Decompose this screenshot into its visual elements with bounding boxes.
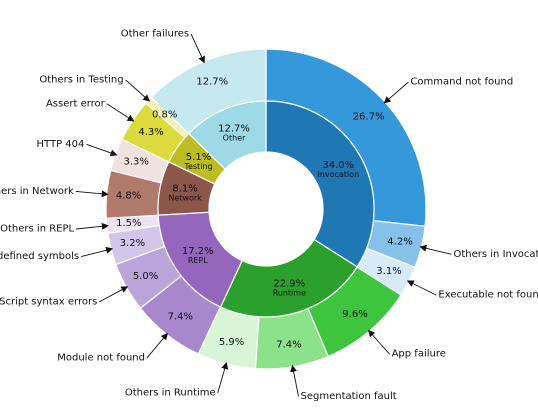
inner-pct-invocation: 34.0% — [322, 160, 354, 171]
outer-label-assert-error: Assert error — [46, 98, 106, 109]
outer-label-app-failure: App failure — [392, 349, 446, 360]
outer-label-command-not-found: Command not found — [410, 77, 513, 88]
outer-pct-others-in-testing: 0.8% — [152, 110, 177, 121]
outer-pct-others-in-runtime: 5.9% — [219, 337, 244, 348]
inner-ring — [157, 100, 375, 318]
inner-pct-runtime: 22.9% — [273, 279, 305, 290]
outer-leader-http-404 — [86, 143, 118, 157]
outer-pct-other-failures: 12.7% — [196, 76, 228, 87]
outer-label-other-failures: Other failures — [121, 29, 189, 40]
outer-leader-others-in-testing — [125, 79, 151, 102]
outer-label-http-404: HTTP 404 — [37, 139, 85, 150]
inner-slice-invocation — [265, 100, 375, 268]
outer-pct-undefined-symbols: 3.2% — [120, 238, 145, 249]
outer-pct-script-syntax-errors: 5.0% — [133, 271, 158, 282]
outer-leader-module-not-found — [146, 332, 168, 359]
outer-pct-command-not-found: 26.7% — [353, 111, 385, 122]
inner-name-runtime: Runtime — [273, 289, 306, 298]
outer-leader-assert-error — [106, 103, 135, 122]
inner-name-network: Network — [168, 193, 202, 202]
outer-pct-others-in-network: 4.8% — [116, 191, 141, 202]
outer-pct-module-not-found: 7.4% — [168, 312, 193, 323]
outer-leader-others-in-invocation — [419, 244, 452, 255]
outer-leader-undefined-symbols — [80, 246, 114, 258]
outer-label-script-syntax-errors: Script syntax errors — [0, 296, 97, 307]
outer-label-undefined-symbols: Undefined symbols — [0, 251, 79, 262]
labels: 26.7% Command not found 4.2% Others in Invo… — [0, 29, 538, 402]
outer-label-others-in-testing: Others in Testing — [39, 74, 123, 85]
outer-leader-others-in-network — [75, 190, 109, 198]
outer-pct-executable-not-found: 3.1% — [376, 266, 401, 277]
outer-pct-assert-error: 4.3% — [138, 127, 163, 138]
outer-label-others-in-repl: Others in REPL — [0, 224, 74, 235]
inner-slice-other — [187, 100, 267, 171]
outer-pct-app-failure: 9.6% — [342, 309, 367, 320]
outer-label-others-in-runtime: Others in Runtime — [125, 388, 216, 399]
outer-ring — [105, 48, 427, 370]
outer-pct-segmentation-fault: 7.4% — [276, 340, 301, 351]
outer-label-segmentation-fault: Segmentation fault — [301, 391, 397, 402]
outer-leader-script-syntax-errors — [99, 286, 129, 303]
outer-label-others-in-invocation: Others in Invocation — [454, 249, 538, 260]
inner-name-repl: REPL — [188, 256, 208, 265]
outer-pct-others-in-invocation: 4.2% — [387, 236, 412, 247]
inner-pct-other: 12.7% — [218, 124, 250, 135]
inner-pct-repl: 17.2% — [182, 246, 214, 257]
inner-pct-testing: 5.1% — [186, 152, 211, 163]
outer-label-module-not-found: Module not found — [57, 352, 145, 363]
outer-leader-app-failure — [367, 329, 390, 355]
outer-pct-http-404: 3.3% — [123, 157, 148, 168]
inner-pct-network: 8.1% — [172, 183, 197, 194]
outer-leader-command-not-found — [383, 81, 409, 104]
inner-name-other: Other — [223, 134, 246, 143]
inner-name-testing: Testing — [183, 162, 212, 171]
outer-leader-other-failures — [190, 33, 205, 64]
outer-leader-segmentation-fault — [290, 364, 299, 397]
inner-name-invocation: Invocation — [317, 170, 359, 179]
outer-leader-others-in-repl — [76, 222, 109, 230]
outer-pct-others-in-repl: 1.5% — [116, 218, 141, 229]
outer-label-executable-not-found: Executable not found — [438, 290, 538, 301]
outer-leader-executable-not-found — [406, 280, 437, 296]
outer-label-others-in-network: Others in Network — [0, 186, 74, 197]
outer-leader-others-in-runtime — [217, 362, 229, 394]
